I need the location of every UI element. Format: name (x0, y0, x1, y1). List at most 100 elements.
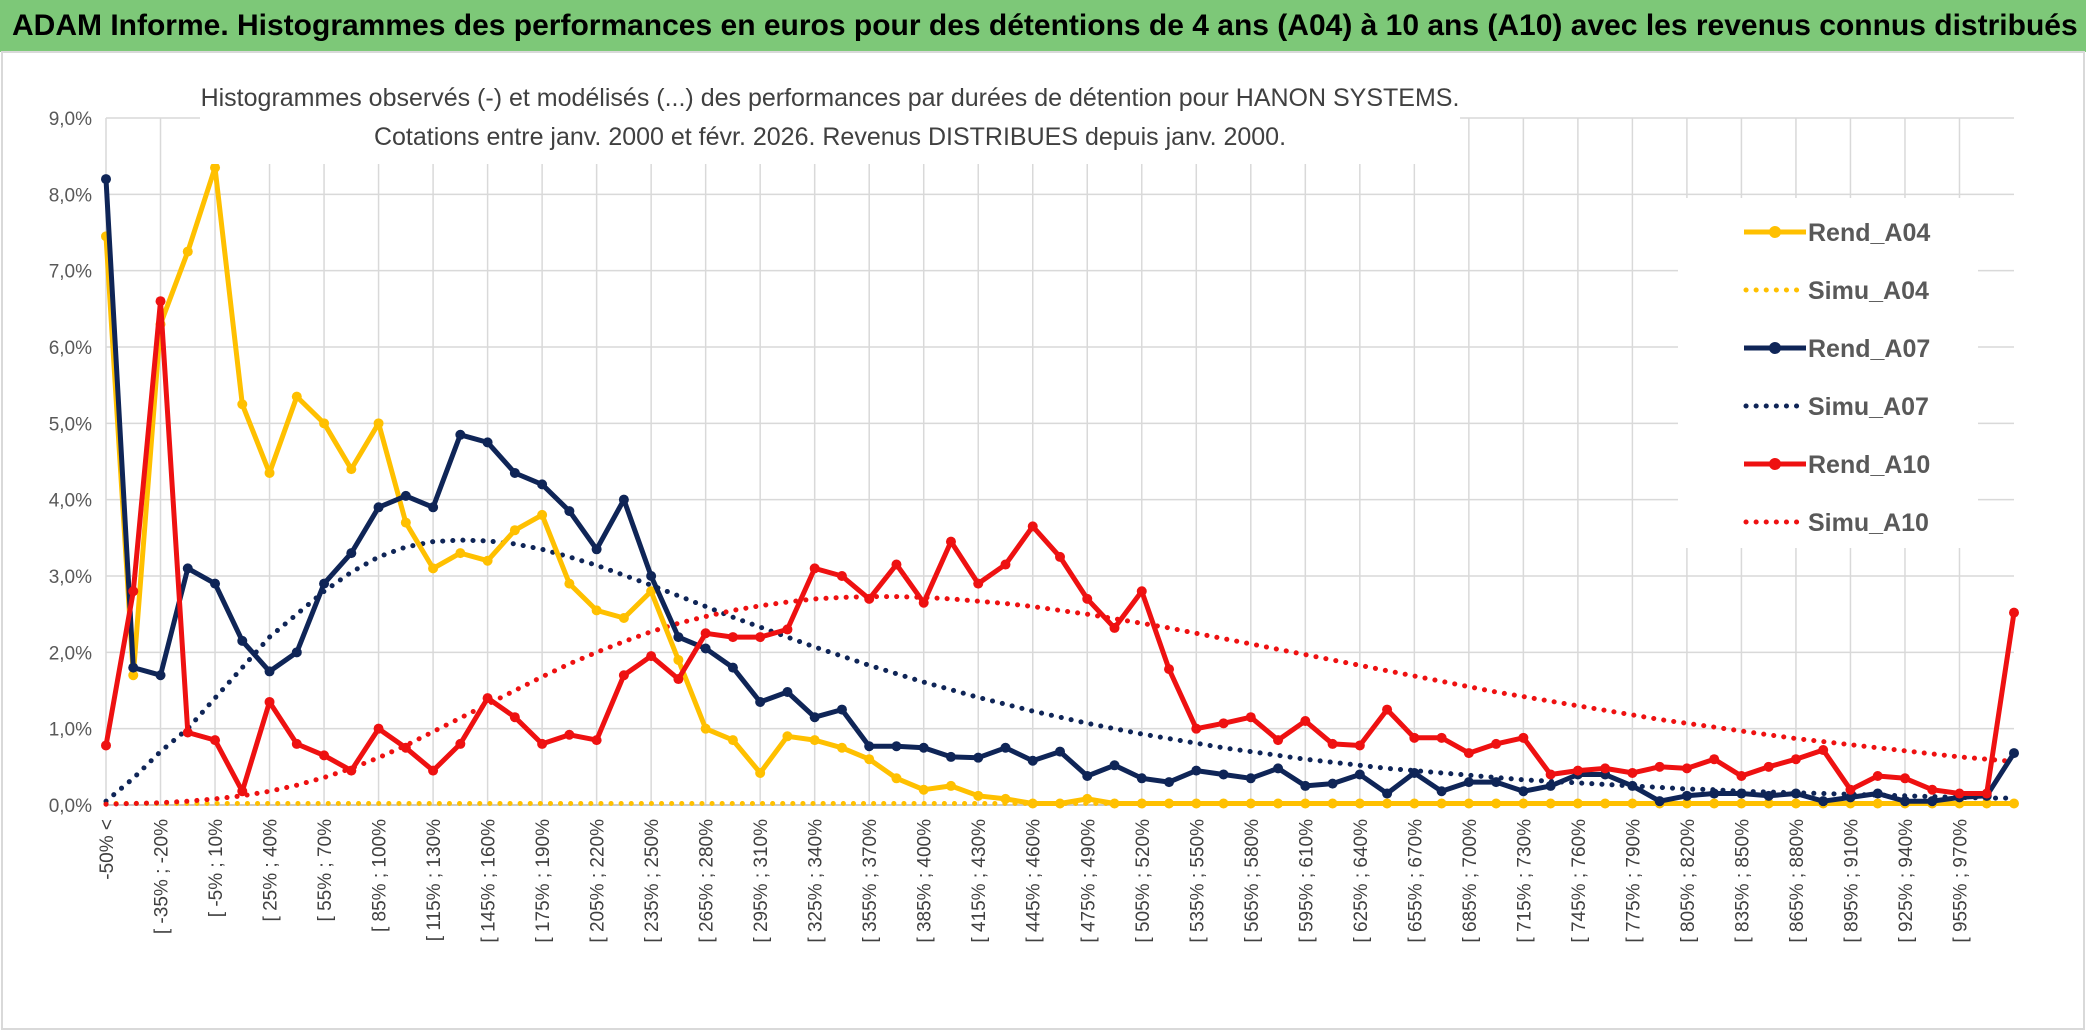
x-tick-label: [ 235% ; 250% (642, 819, 663, 943)
data-point-Rend_A07 (918, 742, 929, 753)
x-tick-label: [ 445% ; 460% (1024, 819, 1045, 943)
data-point-Rend_A10 (836, 571, 847, 581)
data-point-Rend_A07 (1927, 796, 1938, 807)
data-point-Rend_A04 (1327, 798, 1338, 809)
data-point-Rend_A10 (1436, 732, 1447, 743)
x-tick-label: [ 415% ; 430% (969, 819, 990, 943)
data-point-Rend_A10 (1463, 748, 1474, 759)
data-point-Rend_A07 (373, 502, 384, 513)
data-point-Rend_A04 (700, 723, 711, 734)
data-point-Rend_A10 (1736, 770, 1747, 781)
data-point-Rend_A07 (455, 429, 466, 440)
legend: Rend_A04 Simu_A04 Rend_A07 Simu_A07 Rend_A10… (1678, 198, 1978, 548)
x-tick-label: [ 865% ; 880% (1787, 819, 1808, 943)
x-tick-label: [ 955% ; 970% (1950, 819, 1971, 943)
x-tick-label: [ 625% ; 640% (1351, 819, 1372, 943)
data-point-Rend_A04 (346, 464, 357, 475)
data-point-Rend_A04 (1218, 798, 1229, 809)
data-point-Rend_A04 (673, 654, 684, 665)
data-point-Rend_A04 (1409, 798, 1420, 809)
x-tick-label: [ 325% ; 340% (806, 819, 827, 943)
data-point-Rend_A04 (1245, 798, 1256, 809)
data-point-Rend_A10 (1600, 763, 1611, 774)
data-point-Rend_A10 (809, 563, 820, 574)
data-point-Rend_A07 (1518, 786, 1529, 797)
data-point-Rend_A07 (1218, 769, 1229, 780)
data-point-Rend_A10 (264, 696, 275, 707)
data-point-Rend_A10 (1518, 732, 1529, 743)
data-point-Rend_A07 (482, 437, 493, 448)
data-point-Rend_A07 (210, 578, 221, 589)
y-axis: 0,0% 1,0% 2,0% 3,0% 4,0% 5,0% 6,0% 7,0% 8,0% 9,0% (49, 109, 92, 817)
data-point-Rend_A07 (1109, 760, 1120, 771)
series-line-Simu_A07 (103, 537, 2017, 804)
data-point-Rend_A04 (945, 780, 956, 791)
legend-item-Rend_A04: Rend_A04 (1744, 219, 1930, 247)
x-tick-label: [ 745% ; 760% (1569, 819, 1590, 943)
data-point-Rend_A04 (755, 767, 766, 778)
data-point-Rend_A04 (2009, 798, 2019, 809)
x-tick-label: [ 655% ; 670% (1405, 819, 1426, 943)
data-point-Rend_A07 (1000, 742, 1011, 753)
data-point-Rend_A07 (1491, 777, 1502, 788)
data-point-Rend_A04 (428, 563, 439, 574)
data-point-Rend_A07 (564, 506, 575, 517)
legend-label: Rend_A07 (1808, 335, 1930, 363)
legend-item-Simu_A07: Simu_A07 (1743, 393, 1929, 421)
data-point-Rend_A10 (1981, 788, 1992, 799)
legend-marker (1769, 342, 1781, 354)
legend-label: Rend_A10 (1808, 451, 1930, 479)
data-point-Rend_A07 (1300, 780, 1311, 791)
legend-background (1678, 198, 1978, 548)
data-point-Rend_A10 (237, 786, 248, 797)
data-point-Rend_A10 (1818, 745, 1829, 756)
data-point-Rend_A07 (155, 670, 166, 681)
data-point-Rend_A10 (455, 738, 466, 749)
data-point-Rend_A07 (591, 544, 602, 555)
data-point-Rend_A07 (101, 174, 111, 185)
y-tick-label: 1,0% (49, 720, 92, 741)
data-point-Rend_A10 (727, 632, 738, 643)
chart-subtitle-line-1: Histogrammes observés (-) et modélisés (… (201, 84, 1460, 112)
data-point-Rend_A10 (1027, 521, 1038, 532)
data-point-Rend_A07 (1245, 773, 1256, 784)
data-point-Rend_A07 (1763, 790, 1774, 801)
data-point-Rend_A04 (618, 612, 629, 623)
data-point-Rend_A10 (1300, 716, 1311, 727)
data-point-Rend_A07 (346, 548, 357, 559)
data-point-Rend_A04 (1382, 798, 1393, 809)
data-point-Rend_A04 (1790, 798, 1801, 809)
data-point-Rend_A07 (1872, 788, 1883, 799)
data-point-Rend_A04 (291, 391, 302, 402)
data-point-Rend_A04 (564, 578, 575, 589)
data-point-Rend_A04 (1109, 798, 1120, 809)
data-point-Rend_A10 (755, 632, 766, 643)
y-tick-label: 8,0% (49, 185, 92, 206)
data-point-Rend_A04 (1354, 798, 1365, 809)
data-point-Rend_A04 (1436, 798, 1447, 809)
data-point-Rend_A10 (1164, 664, 1175, 675)
y-tick-label: 6,0% (49, 338, 92, 359)
series-Simu_A07 (103, 537, 2017, 804)
data-point-Rend_A04 (1572, 798, 1583, 809)
data-point-Rend_A10 (1899, 773, 1910, 784)
x-tick-label: [ 385% ; 400% (915, 819, 936, 943)
x-tick-label: [ 535% ; 550% (1187, 819, 1208, 943)
data-point-Rend_A10 (1790, 754, 1801, 765)
data-point-Rend_A04 (973, 790, 984, 801)
x-tick-label: [ 505% ; 520% (1133, 819, 1154, 943)
data-point-Rend_A07 (1899, 796, 1910, 807)
legend-label: Simu_A10 (1808, 509, 1929, 537)
data-point-Rend_A10 (1491, 738, 1502, 749)
data-point-Rend_A10 (155, 296, 166, 307)
legend-marker (1769, 458, 1781, 470)
legend-item-Rend_A10: Rend_A10 (1744, 451, 1930, 479)
data-point-Rend_A10 (373, 723, 384, 734)
data-point-Rend_A10 (101, 740, 111, 751)
data-point-Rend_A07 (128, 662, 139, 673)
series-Simu_A10 (103, 594, 2017, 807)
data-point-Rend_A10 (1354, 740, 1365, 751)
data-point-Rend_A07 (891, 741, 902, 752)
data-point-Rend_A07 (1382, 788, 1393, 799)
chart-subtitle-line-2: Cotations entre janv. 2000 et févr. 2026… (374, 123, 1286, 151)
